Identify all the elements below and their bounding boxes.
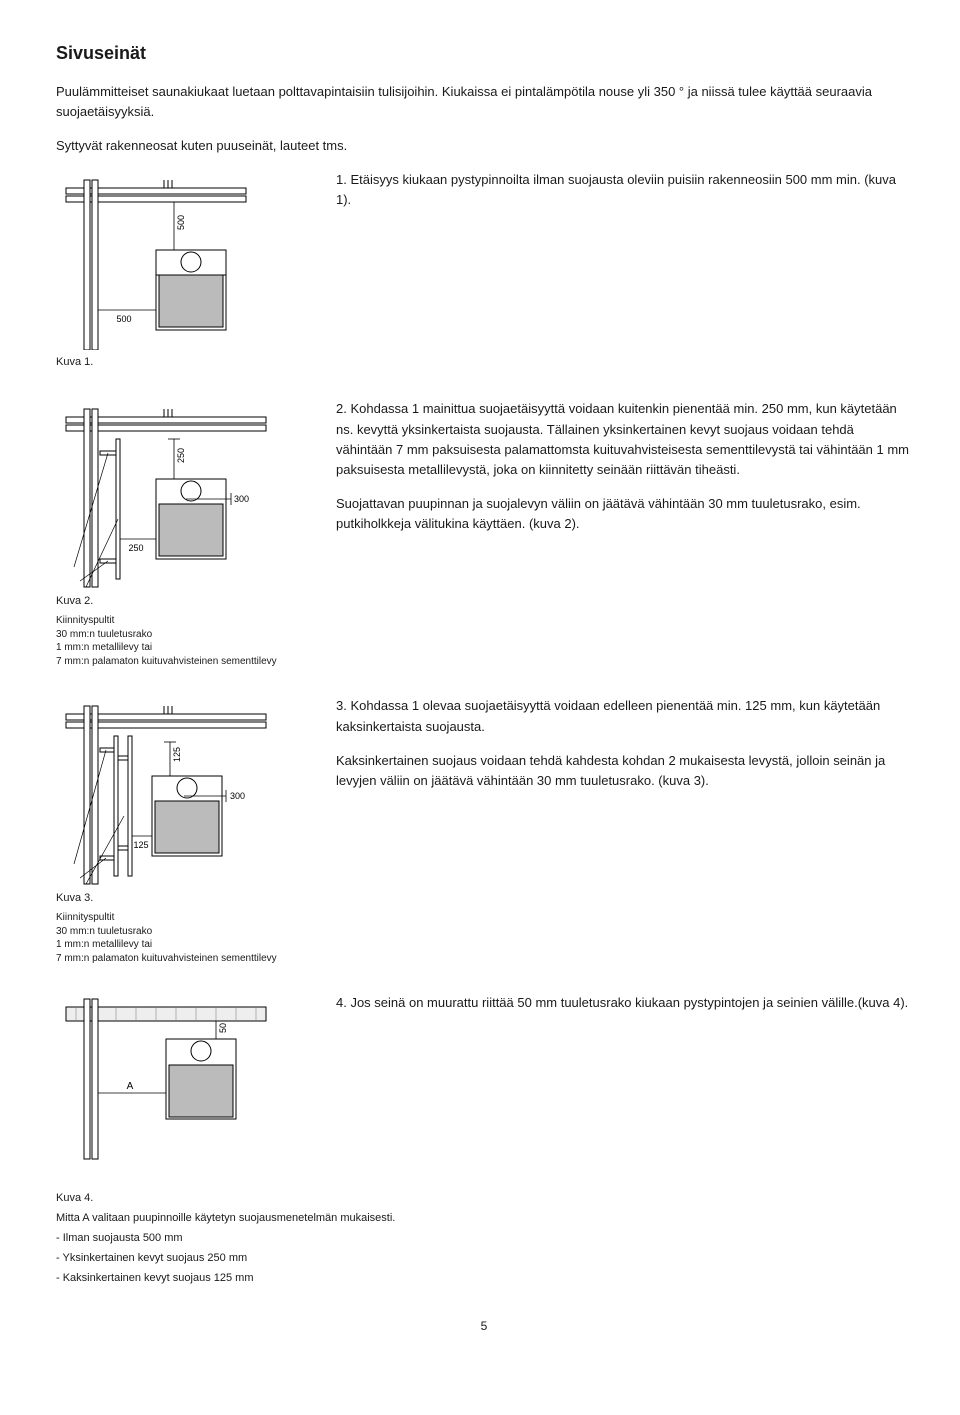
intro-paragraph-1: Puulämmitteiset saunakiukaat luetaan pol… [56,82,912,122]
section-2-text-2: Suojattavan puupinnan ja suojalevyn väli… [336,494,912,534]
dim-v-50: 50 [218,1023,228,1033]
figure-4-caption: Kuva 4. [56,1191,912,1207]
figure-4-note2: - Ilman suojausta 500 mm [56,1231,912,1247]
intro-paragraph-2: Syttyvät rakenneosat kuten puuseinät, la… [56,136,912,156]
section-1: 500 500 Kuva 1. 1. Etäisyys kiukaan pyst… [56,170,912,371]
figure-4-footer: Kuva 4. Mitta A valitaan puupinnoille kä… [56,1191,912,1287]
page-number: 5 [56,1317,912,1336]
figure-3-caption: Kuva 3. [56,890,312,907]
figure-1-caption: Kuva 1. [56,354,312,371]
dim-a-label: A [127,1081,134,1092]
dim-t-300: 300 [234,494,249,504]
figure-4-note4: - Kaksinkertainen kevyt suojaus 125 mm [56,1271,912,1287]
figure-4-note1: Mitta A valitaan puupinnoille käytetyn s… [56,1211,912,1227]
figure-2-annotations: Kiinnityspultit 30 mm:n tuuletusrako 1 m… [56,614,312,668]
ann3-gap: 30 mm:n tuuletusrako [56,925,312,939]
figure-4-note3: - Yksinkertainen kevyt suojaus 250 mm [56,1251,912,1267]
figure-3-annotations: Kiinnityspultit 30 mm:n tuuletusrako 1 m… [56,911,312,965]
figure-3: 125 125 300 [56,696,312,886]
dim-v-125: 125 [172,747,182,762]
dim-v-500: 500 [176,215,186,230]
section-1-text: 1. Etäisyys kiukaan pystypinnoilta ilman… [336,170,912,210]
section-4-text: 4. Jos seinä on muurattu riittää 50 mm t… [336,993,912,1013]
section-2: 250 250 300 [56,399,912,668]
page-title: Sivuseinät [56,40,912,68]
ann-plate1: 1 mm:n metallilevy tai [56,641,312,655]
ann-plate2: 7 mm:n palamaton kuituvahvisteinen semen… [56,655,312,669]
section-3-text-2: Kaksinkertainen suojaus voidaan tehdä ka… [336,751,912,791]
ann3-bolt: Kiinnityspultit [56,911,312,925]
figure-2-caption: Kuva 2. [56,593,312,610]
dim-h-125: 125 [133,840,148,850]
section-3-text-1: 3. Kohdassa 1 olevaa suojaetäisyyttä voi… [336,696,912,736]
section-4: 50 A 4. Jos seinä on muurattu riittää 50… [56,993,912,1163]
figure-1: 500 500 [56,170,312,350]
dim-t-300b: 300 [230,791,245,801]
dim-v-250: 250 [176,448,186,463]
section-2-text-1: 2. Kohdassa 1 mainittua suojaetäisyyttä … [336,399,912,480]
figure-4: 50 A [56,993,312,1163]
ann3-plate2: 7 mm:n palamaton kuituvahvisteinen semen… [56,952,312,966]
section-3: 125 125 300 [56,696,912,965]
dim-h-250: 250 [128,543,143,553]
ann-bolt: Kiinnityspultit [56,614,312,628]
dim-h-500: 500 [116,314,131,324]
ann3-plate1: 1 mm:n metallilevy tai [56,938,312,952]
figure-2: 250 250 300 [56,399,312,589]
ann-gap: 30 mm:n tuuletusrako [56,628,312,642]
